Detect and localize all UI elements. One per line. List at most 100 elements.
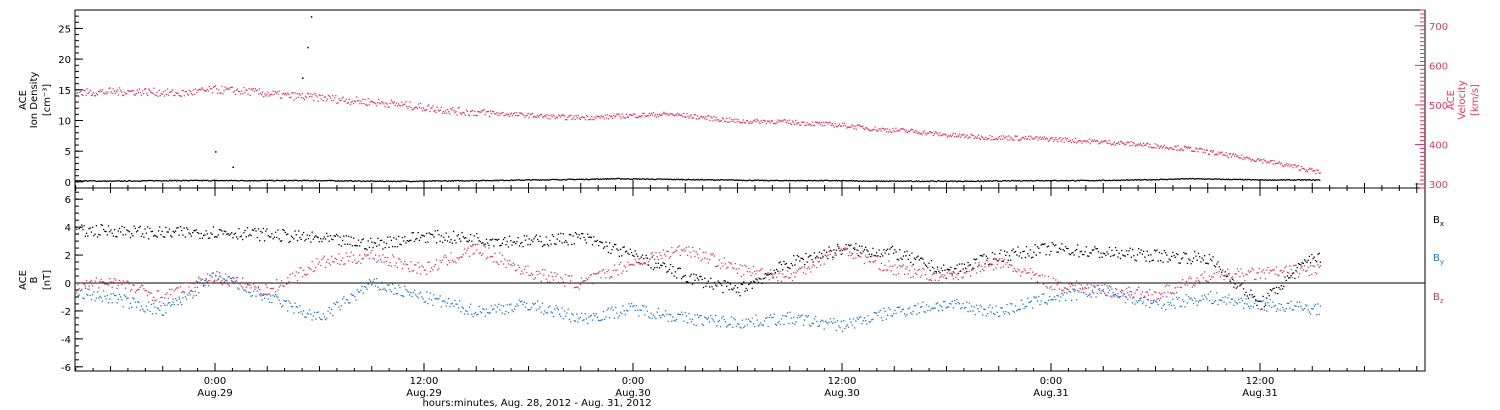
density-point: [835, 180, 837, 182]
density-point: [397, 180, 400, 182]
density-point: [110, 180, 112, 182]
b-by-point: [593, 313, 595, 315]
b-by-point: [624, 313, 627, 316]
b-by-point: [1033, 296, 1035, 298]
velocity-point: [226, 87, 228, 89]
b-bx-point: [912, 263, 914, 266]
velocity-point: [672, 114, 675, 116]
velocity-point: [804, 124, 806, 127]
density-point: [632, 178, 634, 180]
b-by-point: [1181, 299, 1184, 301]
velocity-point: [237, 90, 240, 93]
b-by-point: [1183, 300, 1185, 303]
density-point: [531, 179, 533, 181]
b-bx-point: [433, 236, 435, 238]
b-bx-point: [505, 244, 507, 246]
b-by-point: [179, 301, 182, 304]
b-bx-point: [1242, 288, 1245, 290]
b-bx-point: [668, 268, 671, 271]
b-bx-point: [121, 225, 123, 228]
b-by-point: [802, 324, 805, 326]
velocity-point: [1118, 143, 1121, 145]
b-by-point: [588, 316, 590, 318]
density-point: [465, 180, 467, 182]
velocity-point: [230, 86, 232, 88]
velocity-point: [229, 86, 231, 89]
velocity-point: [202, 88, 204, 91]
b-by-point: [745, 318, 747, 320]
density-point: [406, 180, 408, 183]
b-bx-point: [1270, 289, 1273, 292]
b-by-point: [430, 299, 433, 301]
b-bx-point: [459, 238, 461, 240]
b-bx-point: [1230, 282, 1233, 284]
b-by-point: [92, 294, 94, 296]
density-point: [929, 180, 932, 182]
b-by-point: [1138, 300, 1140, 302]
b-by-point: [1219, 299, 1222, 301]
b-by-point: [359, 291, 361, 293]
b-by-point: [195, 294, 197, 296]
density-point: [1238, 178, 1240, 181]
density-point: [78, 180, 80, 182]
density-point: [108, 180, 110, 182]
b-by-point: [334, 303, 336, 306]
b-bx-point: [1128, 250, 1130, 252]
b-by-point: [499, 309, 501, 311]
velocity-point: [1204, 152, 1206, 154]
density-point: [774, 180, 777, 182]
density-point: [801, 179, 803, 181]
density-point: [778, 180, 780, 182]
b-bx-point: [1218, 266, 1220, 268]
b-bx-point: [1079, 251, 1081, 253]
density-point: [160, 180, 162, 182]
velocity-point: [1239, 157, 1241, 159]
b-bx-point: [1077, 244, 1079, 246]
density-point: [1306, 179, 1308, 181]
density-point: [1134, 179, 1136, 181]
density-point: [545, 179, 547, 181]
velocity-point: [988, 137, 990, 140]
b-by-point: [201, 283, 204, 285]
density-point: [1190, 178, 1192, 180]
density-point: [370, 180, 372, 182]
velocity-point: [372, 101, 375, 103]
density-point: [350, 179, 353, 182]
velocity-point: [434, 109, 436, 111]
velocity-point: [852, 125, 854, 127]
b-bx-point: [972, 268, 974, 270]
b-bx-point: [229, 233, 232, 235]
density-point: [457, 179, 460, 182]
b-bx-point: [726, 285, 728, 288]
density-point: [1233, 178, 1236, 180]
b-bx-point: [1042, 243, 1045, 246]
velocity-point: [998, 135, 1001, 138]
density-point: [441, 180, 443, 182]
velocity-point: [847, 126, 849, 128]
density-point: [245, 180, 247, 182]
density-point: [827, 179, 829, 181]
b-by-point: [1042, 293, 1045, 295]
b-bx-point: [1142, 250, 1145, 252]
velocity-point: [755, 120, 757, 123]
b-by-point: [791, 322, 794, 324]
b-by-point: [1124, 301, 1126, 304]
b-bx-point: [1110, 255, 1112, 257]
b-bx-point: [932, 266, 934, 268]
velocity-point: [135, 92, 137, 95]
velocity-point: [381, 100, 383, 103]
b-bx-point: [1319, 261, 1322, 263]
b-bx-point: [878, 249, 880, 251]
b-by-point: [451, 302, 453, 304]
velocity-point: [754, 119, 756, 121]
b-by-point: [567, 308, 569, 310]
velocity-point: [1215, 153, 1217, 155]
b-by-point: [794, 323, 796, 325]
density-point: [1296, 179, 1298, 181]
velocity-point: [487, 110, 490, 113]
b-bx-point: [113, 229, 116, 231]
density-point: [464, 180, 466, 182]
velocity-point: [116, 89, 119, 91]
density-point: [449, 180, 451, 182]
b-bx-point: [415, 238, 417, 240]
